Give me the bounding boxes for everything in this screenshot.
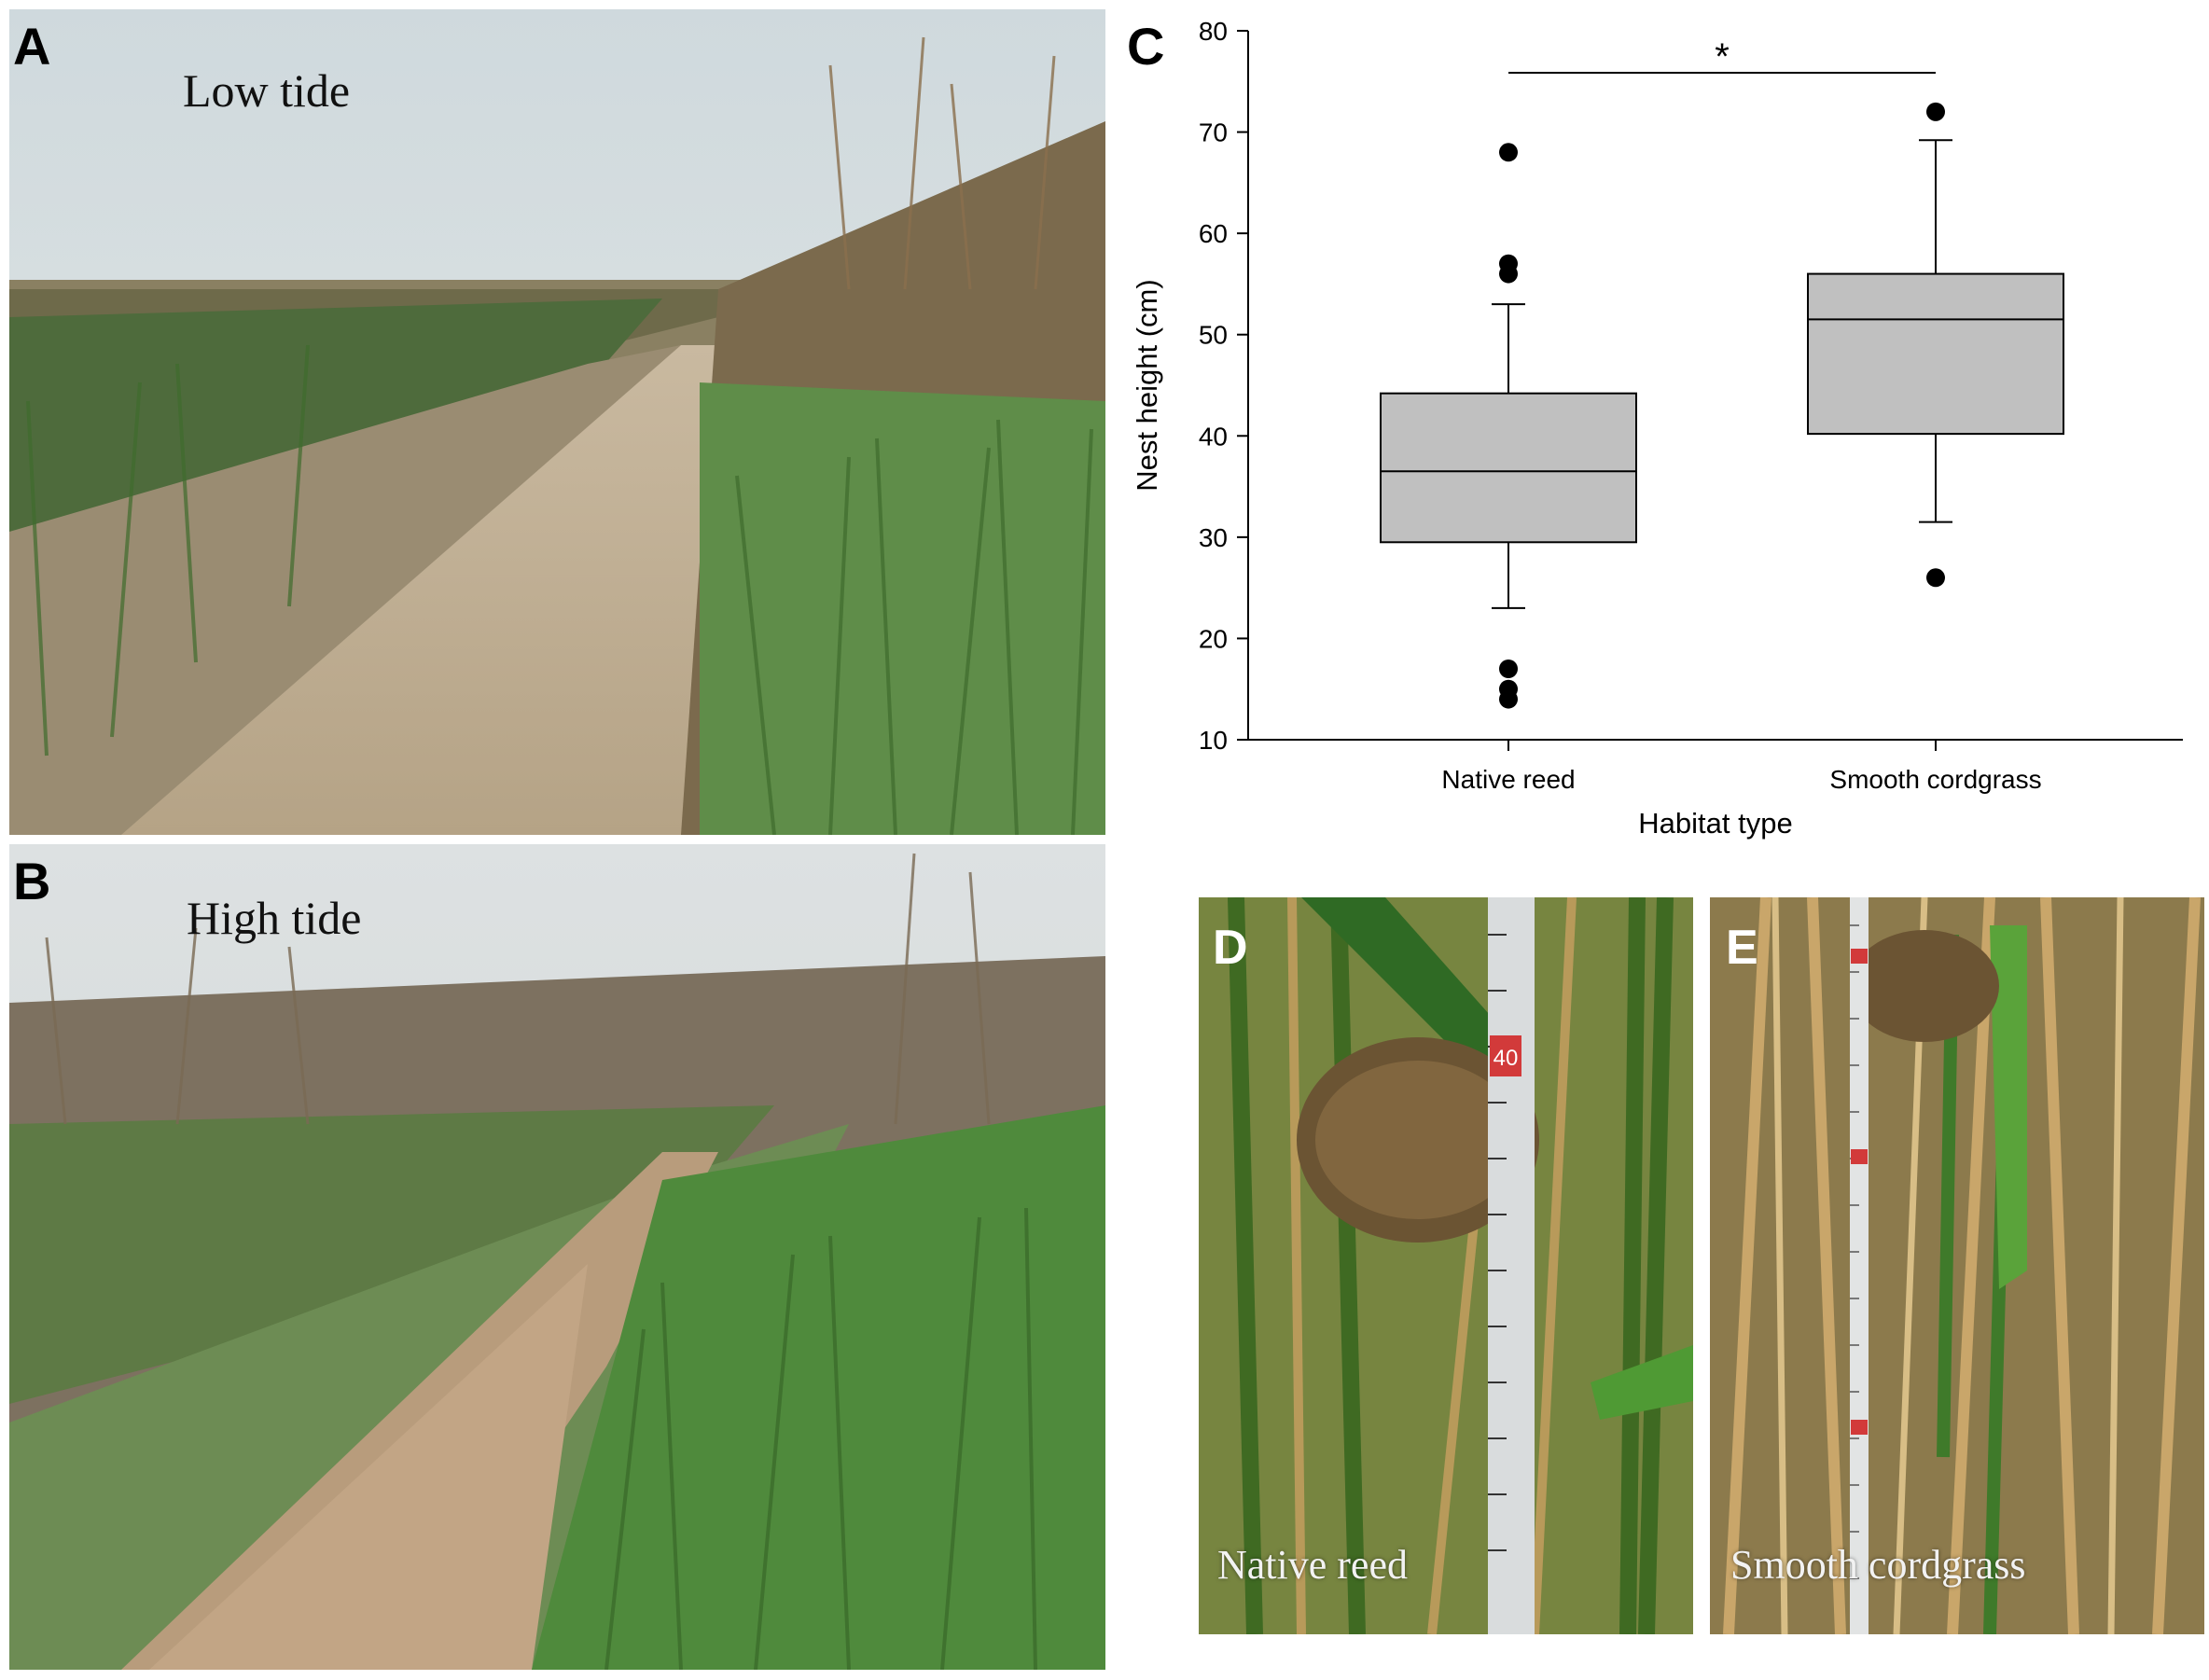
x-tick-label: Smooth cordgrass bbox=[1829, 765, 2041, 794]
photo-native-reed-nest: 40 Native reed bbox=[1199, 897, 1693, 1634]
significance-label: * bbox=[1715, 36, 1730, 77]
high-tide-caption: High tide bbox=[187, 892, 362, 944]
panel-letter-e: E bbox=[1726, 921, 1758, 975]
panel-letter-b: B bbox=[13, 852, 51, 910]
panel-letter-c: C bbox=[1127, 17, 1165, 76]
boxes: Native reed Smooth cordgrass bbox=[1380, 102, 2064, 794]
outlier-point bbox=[1499, 143, 1518, 162]
tape-mark-40: 40 bbox=[1494, 1046, 1519, 1071]
outlier-point bbox=[1499, 660, 1518, 678]
photo-smooth-cordgrass-nest: Smooth cordgrass bbox=[1710, 897, 2204, 1634]
box-smooth-cordgrass: Smooth cordgrass bbox=[1807, 102, 2064, 794]
photo-high-tide: High tide bbox=[9, 844, 1105, 1670]
significance-bracket: * bbox=[1508, 36, 1936, 77]
y-tick-label: 30 bbox=[1199, 523, 1228, 552]
y-tick-label: 50 bbox=[1199, 321, 1228, 350]
axes bbox=[1247, 31, 2183, 741]
box-native-reed: Native reed bbox=[1380, 143, 1637, 794]
outlier-point bbox=[1926, 102, 1945, 121]
y-axis-label: Nest height (cm) bbox=[1131, 279, 1163, 491]
smooth-cordgrass-caption: Smooth cordgrass bbox=[1730, 1542, 2026, 1588]
photo-low-tide: Low tide bbox=[9, 9, 1105, 835]
iqr-box bbox=[1807, 272, 2064, 436]
y-ticks: 10 20 30 40 50 60 70 80 bbox=[1199, 17, 1248, 755]
y-tick-label: 60 bbox=[1199, 219, 1228, 248]
y-tick-label: 10 bbox=[1199, 726, 1228, 755]
outlier-point bbox=[1499, 254, 1518, 273]
x-tick-label: Native reed bbox=[1441, 765, 1575, 794]
panel-letter-a: A bbox=[13, 17, 51, 76]
native-reed-caption: Native reed bbox=[1217, 1542, 1408, 1588]
nest-height-boxplot: 10 20 30 40 50 60 70 80 Native reed Smooth cordg… bbox=[1131, 17, 2183, 840]
y-tick-label: 40 bbox=[1199, 422, 1228, 451]
low-tide-caption: Low tide bbox=[183, 64, 351, 117]
x-axis-label: Habitat type bbox=[1638, 807, 1792, 840]
iqr-box bbox=[1380, 392, 1637, 544]
y-tick-label: 20 bbox=[1199, 624, 1228, 653]
outlier-point bbox=[1926, 568, 1945, 588]
y-tick-label: 80 bbox=[1199, 17, 1228, 46]
y-tick-label: 70 bbox=[1199, 118, 1228, 147]
outlier-point bbox=[1499, 679, 1518, 699]
panel-letter-d: D bbox=[1213, 921, 1248, 975]
